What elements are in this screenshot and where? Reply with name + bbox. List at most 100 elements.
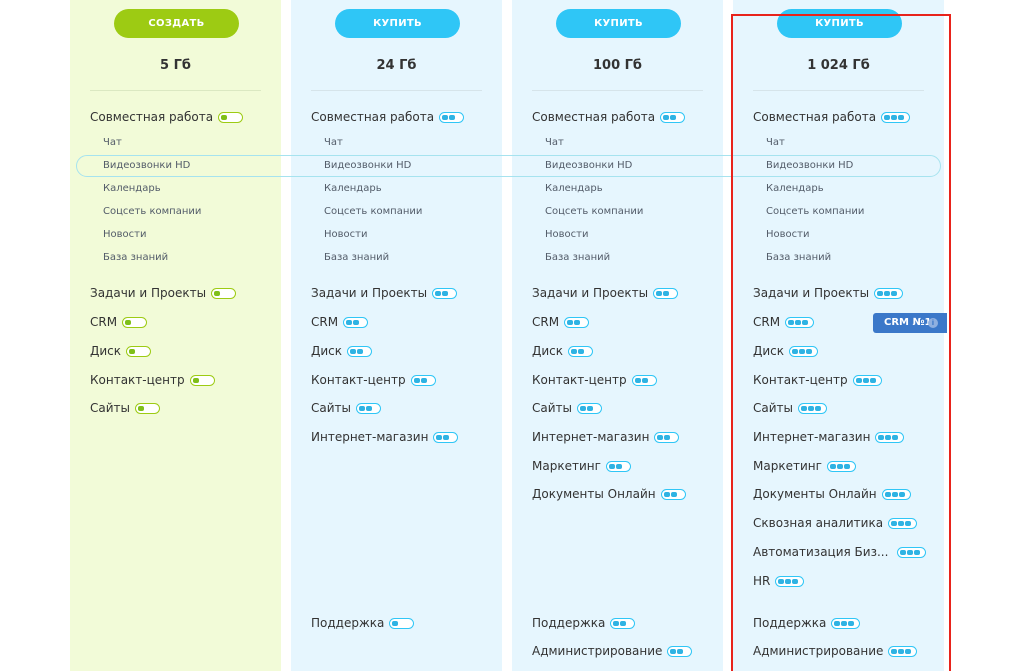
level-indicator-icon — [874, 287, 904, 299]
plan-column-1024gb: КУПИТЬ 1 024 Гб Совместная работа Чат Ви… — [733, 0, 944, 671]
plan-column-24gb: КУПИТЬ 24 Гб Совместная работа Чат Видео… — [291, 0, 502, 671]
plan-storage-size: 1 024 Гб — [807, 58, 870, 73]
feature-tasks: Задачи и Проекты — [311, 286, 458, 300]
divider — [90, 90, 261, 91]
create-button[interactable]: СОЗДАТЬ — [114, 9, 239, 38]
feature-online-store: Интернет-магазин — [311, 430, 459, 444]
sub-item-knowledge-base: База знаний — [103, 252, 169, 263]
sub-item-chat: Чат — [324, 137, 343, 148]
level-indicator-icon — [432, 287, 458, 299]
feature-tasks: Задачи и Проекты — [90, 286, 237, 300]
divider — [532, 90, 703, 91]
level-indicator-icon — [135, 402, 160, 414]
feature-support: Поддержка — [532, 616, 636, 630]
level-indicator-icon — [126, 345, 152, 357]
row-highlight-video-calls — [76, 155, 941, 177]
sub-item-calendar: Календарь — [103, 183, 161, 194]
feature-online-docs: Документы Онлайн — [532, 487, 686, 501]
level-indicator-icon — [631, 374, 657, 386]
plan-column-free: СОЗДАТЬ 5 Гб Совместная работа Чат Видео… — [70, 0, 281, 671]
level-indicator-icon — [888, 645, 918, 657]
feature-support: Поддержка — [753, 616, 861, 630]
feature-tasks: Задачи и Проекты — [753, 286, 904, 300]
level-indicator-icon — [577, 402, 602, 414]
sub-item-news: Новости — [103, 229, 147, 240]
sub-item-knowledge-base: База знаний — [766, 252, 832, 263]
level-indicator-icon — [389, 617, 415, 629]
feature-sites: Сайты — [90, 401, 160, 415]
feature-online-store: Интернет-магазин — [532, 430, 680, 444]
feature-marketing: Маркетинг — [753, 459, 856, 473]
level-indicator-icon — [605, 460, 631, 472]
feature-disk: Диск — [532, 344, 594, 358]
crm-number-one-badge[interactable]: CRM №1 i — [873, 313, 947, 333]
buy-button[interactable]: КУПИТЬ — [556, 9, 681, 38]
info-icon[interactable]: i — [928, 318, 938, 328]
level-indicator-icon — [410, 374, 436, 386]
sub-item-calendar: Календарь — [545, 183, 603, 194]
level-indicator-icon — [881, 488, 911, 500]
level-indicator-icon — [888, 517, 918, 529]
feature-disk: Диск — [753, 344, 819, 358]
buy-button[interactable]: КУПИТЬ — [335, 9, 460, 38]
plan-storage-size: 5 Гб — [160, 58, 191, 73]
feature-support: Поддержка — [311, 616, 415, 630]
level-indicator-icon — [356, 402, 381, 414]
feature-end-to-end-analytics: Сквозная аналитика — [753, 516, 918, 530]
level-indicator-icon — [347, 345, 373, 357]
sub-item-chat: Чат — [766, 137, 785, 148]
sub-item-social: Соцсеть компании — [766, 206, 865, 217]
feature-disk: Диск — [311, 344, 373, 358]
level-indicator-icon — [789, 345, 819, 357]
sub-item-chat: Чат — [545, 137, 564, 148]
level-indicator-icon — [775, 575, 805, 587]
level-indicator-icon — [660, 488, 686, 500]
level-indicator-icon — [667, 645, 693, 657]
sub-item-video-calls: Видеозвонки HD — [766, 160, 854, 171]
feature-collaboration: Совместная работа — [311, 110, 465, 124]
level-indicator-icon — [568, 345, 594, 357]
sub-item-chat: Чат — [103, 137, 122, 148]
feature-administration: Администрирование — [753, 644, 918, 658]
plan-column-100gb: КУПИТЬ 100 Гб Совместная работа Чат Виде… — [512, 0, 723, 671]
feature-administration: Администрирование — [532, 644, 693, 658]
divider — [311, 90, 482, 91]
feature-online-store: Интернет-магазин — [753, 430, 905, 444]
level-indicator-icon — [798, 402, 827, 414]
feature-sites: Сайты — [311, 401, 381, 415]
level-indicator-icon — [218, 111, 244, 123]
buy-button[interactable]: КУПИТЬ — [777, 9, 902, 38]
sub-item-social: Соцсеть компании — [324, 206, 423, 217]
level-indicator-icon — [211, 287, 237, 299]
level-indicator-icon — [852, 374, 882, 386]
level-indicator-icon — [881, 111, 911, 123]
level-indicator-icon — [875, 431, 905, 443]
feature-marketing: Маркетинг — [532, 459, 631, 473]
sub-item-video-calls: Видеозвонки HD — [324, 160, 412, 171]
feature-tasks: Задачи и Проекты — [532, 286, 679, 300]
feature-crm: CRM — [311, 315, 369, 329]
sub-item-news: Новости — [324, 229, 368, 240]
sub-item-video-calls: Видеозвонки HD — [103, 160, 191, 171]
level-indicator-icon — [439, 111, 465, 123]
level-indicator-icon — [433, 431, 459, 443]
level-indicator-icon — [343, 316, 369, 328]
level-indicator-icon — [610, 617, 636, 629]
sub-item-knowledge-base: База знаний — [545, 252, 611, 263]
sub-item-social: Соцсеть компании — [103, 206, 202, 217]
feature-collaboration: Совместная работа — [90, 110, 244, 124]
feature-contact-center: Контакт-центр — [311, 373, 436, 387]
level-indicator-icon — [897, 546, 927, 558]
feature-crm: CRM — [90, 315, 148, 329]
feature-contact-center: Контакт-центр — [753, 373, 882, 387]
sub-item-video-calls: Видеозвонки HD — [545, 160, 633, 171]
feature-sites: Сайты — [532, 401, 602, 415]
feature-disk: Диск — [90, 344, 152, 358]
feature-automation: Автоматизация Биз... — [753, 545, 927, 559]
feature-contact-center: Контакт-центр — [532, 373, 657, 387]
feature-crm: CRM — [753, 315, 815, 329]
divider — [753, 90, 924, 91]
level-indicator-icon — [654, 431, 680, 443]
plan-storage-size: 24 Гб — [376, 58, 417, 73]
feature-sites: Сайты — [753, 401, 827, 415]
